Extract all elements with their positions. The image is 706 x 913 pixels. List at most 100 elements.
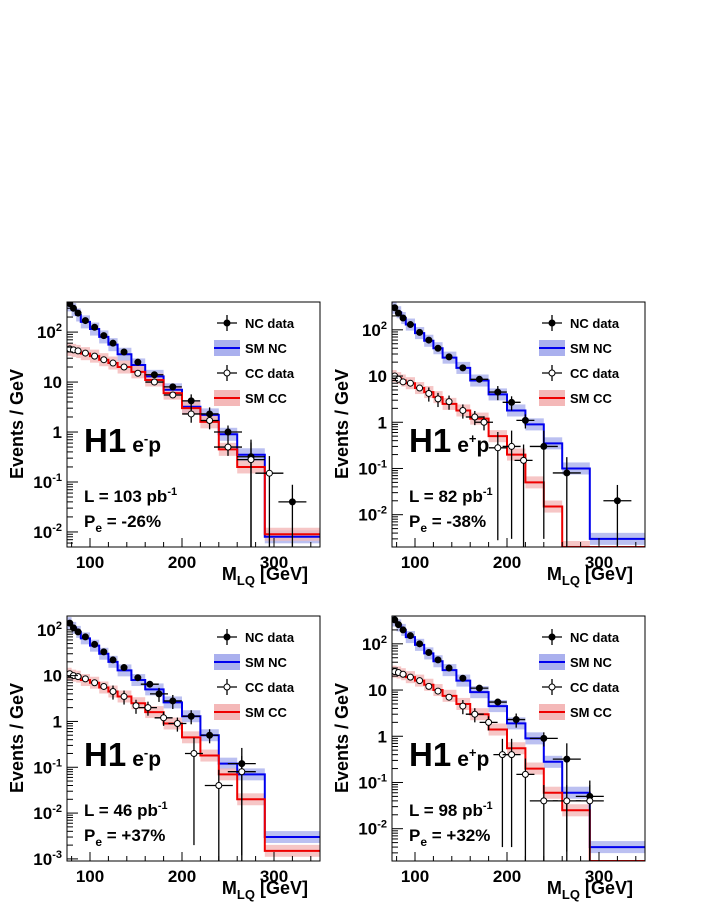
- y-tick-base: 10: [358, 773, 377, 792]
- nc-data-point: [81, 633, 89, 641]
- y-tick-label: 1: [53, 423, 62, 442]
- x-tick-label: 300: [260, 553, 288, 572]
- luminosity-text: L = 82 pb: [409, 487, 483, 506]
- legend-label: SM NC: [245, 341, 288, 356]
- nc-data-point: [508, 398, 516, 406]
- y-tick-exponent: 2: [56, 322, 62, 334]
- cc-data-point: [109, 688, 117, 696]
- x-tick-label: 100: [401, 867, 429, 886]
- nc-data-point: [406, 632, 414, 640]
- y-tick-label: 10-1: [33, 757, 62, 777]
- y-tick-label: 10: [43, 373, 62, 392]
- legend-label: NC data: [245, 316, 295, 331]
- legend-label: NC data: [245, 630, 295, 645]
- polarisation-value: = -38%: [427, 512, 486, 531]
- nc-data-point: [288, 498, 296, 506]
- cc-data-point: [187, 410, 195, 418]
- x-tick-label: 300: [260, 867, 288, 886]
- y-tick-label: 1: [53, 712, 62, 731]
- y-tick-base: 10: [368, 681, 387, 700]
- cc-data-point: [74, 673, 82, 681]
- y-tick-base: 10: [358, 506, 377, 525]
- cc-data-point: [434, 687, 442, 695]
- luminosity-exponent: -1: [483, 800, 493, 812]
- experiment-name: H1: [409, 736, 451, 773]
- y-tick-base: 10: [37, 621, 56, 640]
- nc-data-point: [155, 690, 163, 698]
- x-axis-title-main: M: [547, 564, 562, 584]
- nc-data-point: [134, 358, 142, 366]
- legend-label: NC data: [570, 316, 620, 331]
- nc-data-point: [100, 648, 108, 656]
- polarisation-symbol: P: [84, 826, 95, 845]
- y-tick-base: 10: [362, 635, 381, 654]
- polarisation-subscript: e: [95, 521, 102, 535]
- x-tick-label: 100: [401, 553, 429, 572]
- nc-data-point: [425, 648, 433, 656]
- beam-target: p: [148, 434, 161, 457]
- legend-marker-point: [223, 369, 231, 377]
- nc-data-point: [521, 416, 529, 424]
- luminosity-label: L = 98 pb-1: [409, 800, 493, 820]
- legend-label: CC data: [570, 366, 620, 381]
- legend-label: CC data: [245, 680, 295, 695]
- y-tick-exponent: 2: [381, 634, 387, 646]
- x-tick-label: 300: [585, 553, 613, 572]
- cc-data-point: [399, 378, 407, 386]
- polarisation-label: Pe = -26%: [84, 512, 161, 535]
- cc-data-point: [445, 693, 453, 701]
- cc-data-point: [459, 702, 467, 710]
- x-axis-title: MLQ [GeV]: [222, 564, 308, 588]
- beam-particle: e: [457, 434, 469, 457]
- y-axis-title: Events / GeV: [332, 683, 352, 793]
- legend-label: SM NC: [570, 341, 613, 356]
- luminosity-label: L = 46 pb-1: [84, 800, 168, 820]
- x-axis-title-unit: [GeV]: [580, 564, 633, 584]
- nc-data-point: [563, 469, 571, 477]
- experiment-label: H1 e-p: [84, 422, 161, 459]
- y-tick-label: 102: [362, 320, 387, 340]
- cc-data-point: [173, 720, 181, 728]
- y-tick-label: 1: [378, 727, 387, 746]
- cc-data-point: [215, 781, 223, 789]
- cc-data-point: [132, 702, 140, 710]
- y-tick-base: 10: [43, 373, 62, 392]
- y-tick-base: 1: [53, 712, 62, 731]
- nc-data-point: [475, 375, 483, 383]
- legend-label: NC data: [570, 630, 620, 645]
- cc-data-point: [445, 398, 453, 406]
- cc-data-point: [169, 391, 177, 399]
- x-tick-label: 300: [585, 867, 613, 886]
- y-tick-label: 10: [368, 681, 387, 700]
- nc-data-point: [187, 397, 195, 405]
- x-tick-label: 200: [493, 553, 521, 572]
- cc-data-point: [508, 751, 516, 759]
- beam-charge: +: [469, 745, 477, 760]
- polarisation-subscript: e: [95, 835, 102, 849]
- x-axis-title-unit: [GeV]: [255, 564, 308, 584]
- y-tick-label: 10: [368, 367, 387, 386]
- y-tick-base: 10: [368, 367, 387, 386]
- x-axis-title-main: M: [222, 878, 237, 898]
- polarisation-subscript: e: [420, 835, 427, 849]
- cc-data-point: [471, 413, 479, 421]
- y-tick-base: 10: [358, 459, 377, 478]
- y-tick-base: 10: [33, 473, 52, 492]
- cc-data-point: [74, 347, 82, 355]
- cc-data-point: [150, 378, 158, 386]
- beam-particle: e: [132, 434, 144, 457]
- cc-data-point: [160, 714, 168, 722]
- x-axis-title-sub: LQ: [562, 573, 580, 588]
- y-tick-label: 10-2: [358, 819, 387, 839]
- legend-marker-point: [223, 319, 231, 327]
- nc-data-point: [394, 621, 402, 629]
- cc-data-point: [120, 693, 128, 701]
- cc-data-point: [265, 469, 273, 477]
- y-tick-base: 10: [33, 804, 52, 823]
- beam-target: p: [476, 434, 489, 457]
- nc-data-point: [91, 640, 99, 648]
- cc-data-point: [399, 670, 407, 678]
- y-tick-exponent: -1: [377, 772, 387, 784]
- polarisation-symbol: P: [84, 512, 95, 531]
